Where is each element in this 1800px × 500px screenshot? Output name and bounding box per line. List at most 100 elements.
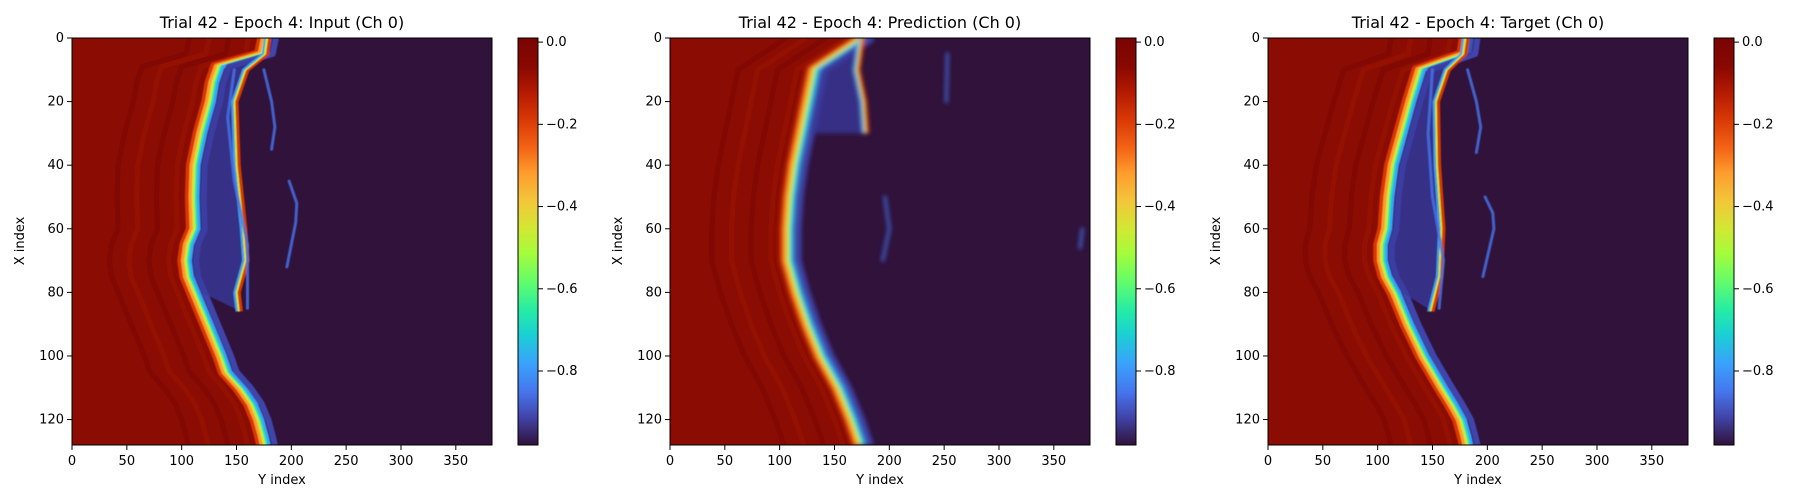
panel-target: Trial 42 - Epoch 4: Target (Ch 0) Y inde… — [1209, 13, 1774, 488]
heatmap-texture — [146, 38, 232, 445]
plot-area: 0 50 100 150 200 250 300 350 0 20 40 60 80 100 120 0.0 −… — [1235, 31, 1773, 469]
heatmap-inner-edge — [234, 38, 272, 312]
y-tick-label: 0 — [654, 31, 662, 46]
heatmap-inner-edge — [1427, 38, 1465, 312]
heatmap-filament — [1481, 195, 1496, 278]
colorbar: 0.0 −0.2 −0.4 −0.6 −0.8 — [1115, 35, 1176, 446]
x-tick-label: 0 — [68, 454, 76, 469]
plot-frame — [669, 37, 1091, 446]
x-tick-label: 100 — [1365, 454, 1390, 469]
y-tick-label: 40 — [645, 158, 662, 173]
colorbar-gradient — [517, 37, 539, 446]
y-tick-label: 120 — [39, 413, 64, 428]
y-tick-label: 120 — [637, 413, 662, 428]
heatmap-inner-edge — [231, 38, 266, 312]
x-tick-label: 250 — [1530, 454, 1555, 469]
heatmap-inner-edge — [1429, 38, 1467, 312]
x-axis-label: Y index — [257, 473, 306, 488]
x-tick-label: 50 — [717, 454, 734, 469]
heatmap-texture — [165, 38, 252, 445]
panel-title: Trial 42 - Epoch 4: Input (Ch 0) — [159, 13, 404, 32]
colorbar-gradient — [1713, 37, 1735, 446]
x-tick-label: 0 — [666, 454, 674, 469]
x-tick-label: 150 — [224, 454, 249, 469]
plot-frame — [1267, 37, 1689, 446]
x-tick-label: 50 — [1315, 454, 1332, 469]
colorbar: 0.0 −0.2 −0.4 −0.6 −0.8 — [517, 35, 578, 446]
x-tick-label: 250 — [932, 454, 957, 469]
colorbar: 0.0 −0.2 −0.4 −0.6 −0.8 — [1713, 35, 1774, 446]
heatmap-filament — [285, 179, 299, 269]
colorbar-tick-label: −0.6 — [1144, 282, 1176, 297]
x-tick-label: 100 — [767, 454, 792, 469]
heatmap-front — [184, 38, 269, 445]
y-tick-label: 120 — [1235, 413, 1260, 428]
heatmap-filament — [881, 195, 891, 263]
colorbar-tick-label: −0.2 — [1144, 117, 1176, 132]
x-tick-label: 100 — [169, 454, 194, 469]
y-tick-label: 20 — [47, 95, 64, 110]
heatmap-mixing-zone — [808, 38, 870, 134]
heatmap-filament — [226, 68, 249, 310]
heatmap-front — [791, 38, 869, 445]
y-tick-label: 100 — [1235, 349, 1260, 364]
y-axis-label: X index — [611, 216, 626, 265]
heatmap-inner-edge — [855, 38, 867, 134]
x-tick-label: 0 — [1264, 454, 1272, 469]
heatmap-texture — [1342, 38, 1433, 445]
x-tick-label: 250 — [334, 454, 359, 469]
y-tick-label: 0 — [56, 31, 64, 46]
colorbar-tick-label: −0.6 — [546, 282, 578, 297]
y-tick-label: 20 — [645, 95, 662, 110]
heatmap-inner-edge — [233, 38, 269, 312]
y-tick-label: 40 — [1243, 158, 1260, 173]
y-tick-label: 60 — [645, 222, 662, 237]
heatmap-texture — [126, 38, 212, 445]
x-tick-label: 300 — [1585, 454, 1610, 469]
panel-title: Trial 42 - Epoch 4: Target (Ch 0) — [1351, 13, 1604, 32]
x-tick-label: 350 — [443, 454, 468, 469]
colorbar-tick-label: −0.8 — [1742, 364, 1774, 379]
colorbar-tick-label: −0.4 — [1144, 200, 1176, 215]
heatmap-filament — [944, 52, 949, 104]
heatmap-texture — [1302, 38, 1394, 445]
panel-title: Trial 42 - Epoch 4: Prediction (Ch 0) — [738, 13, 1021, 32]
colorbar-tick-label: −0.8 — [1144, 364, 1176, 379]
x-tick-label: 300 — [987, 454, 1012, 469]
heatmap-filament — [262, 68, 277, 151]
heatmap-filament — [1426, 68, 1446, 310]
heatmap-front — [1382, 38, 1472, 445]
heatmap-texture — [106, 38, 192, 445]
x-tick-label: 350 — [1639, 454, 1664, 469]
x-axis-label: Y index — [1453, 473, 1502, 488]
colorbar-tick-label: −0.6 — [1742, 282, 1774, 297]
panel-input: Trial 42 - Epoch 4: Input (Ch 0) Y index… — [13, 13, 578, 488]
plot-area: 0 50 100 150 200 250 300 350 0 20 40 60 80 100 120 0.0 −… — [39, 31, 577, 469]
x-tick-label: 300 — [389, 454, 414, 469]
colorbar-tick-label: −0.8 — [546, 364, 578, 379]
heatmap-texture — [768, 38, 847, 445]
colorbar-tick-label: 0.0 — [1742, 35, 1763, 50]
y-tick-label: 60 — [1243, 222, 1260, 237]
y-tick-label: 0 — [1252, 31, 1260, 46]
y-tick-label: 80 — [645, 285, 662, 300]
y-tick-label: 100 — [39, 349, 64, 364]
heatmap-front — [188, 38, 272, 445]
heatmap-inner-edge — [856, 38, 870, 134]
x-tick-label: 150 — [1420, 454, 1445, 469]
colorbar-tick-label: −0.4 — [1742, 200, 1774, 215]
y-tick-label: 80 — [47, 285, 64, 300]
x-tick-label: 200 — [1475, 454, 1500, 469]
heatmap-front — [789, 38, 867, 445]
heatmap-texture — [709, 38, 788, 445]
x-tick-label: 200 — [279, 454, 304, 469]
y-tick-label: 80 — [1243, 285, 1260, 300]
colorbar-tick-label: −0.2 — [546, 117, 578, 132]
heatmap-filament — [1466, 68, 1483, 154]
heatmap-texture — [728, 38, 808, 445]
heatmap-front — [1384, 38, 1474, 445]
heatmap-front — [1380, 38, 1470, 445]
heatmap-front — [186, 38, 270, 445]
y-tick-label: 60 — [47, 222, 64, 237]
